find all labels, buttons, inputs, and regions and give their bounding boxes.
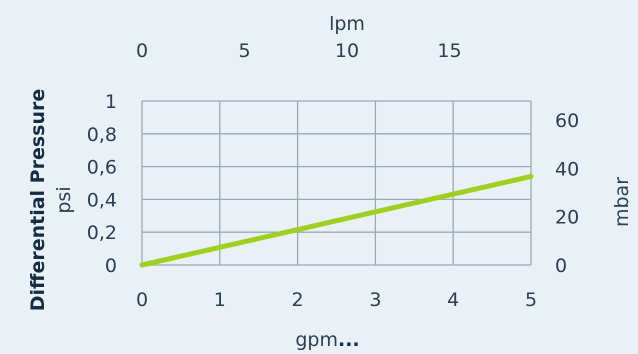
x-tick-label-4: 4 [447,289,459,311]
x-tick-label-0: 0 [136,289,148,311]
x-axis-label: gpm [295,329,338,351]
y-left-tick-label-2: 0,4 [87,189,117,211]
x-axis-label-suffix: ... [338,329,360,351]
x-tick-label-3: 3 [369,289,381,311]
y-right-tick-label-0: 0 [555,255,567,277]
top-axis-label: lpm [329,13,365,35]
y-left-tick-label-3: 0,6 [87,157,117,179]
series-line-0 [139,173,534,268]
top-tick-label-0: 0 [136,40,148,62]
y-right-tick-label-3: 60 [555,110,579,132]
top-tick-label-3: 15 [437,40,461,62]
top-tick-label-1: 5 [238,40,250,62]
series-layer [139,173,534,268]
y-right-tick-label-2: 40 [555,158,579,180]
grid-lines [141,100,532,266]
y-left-tick-label-4: 0,8 [87,124,117,146]
x-tick-label-5: 5 [525,289,537,311]
left-axis-unit-label: psi [53,186,75,213]
y-right-tick-label-1: 20 [555,207,579,229]
right-axis-unit-label: mbar [611,177,633,227]
top-tick-label-2: 10 [335,40,359,62]
chart-title: Differential Pressure [27,89,49,311]
x-tick-label-2: 2 [292,289,304,311]
x-tick-label-1: 1 [214,289,226,311]
y-left-tick-label-1: 0,2 [87,222,117,244]
y-left-tick-label-5: 1 [105,91,117,113]
y-left-tick-label-0: 0 [105,255,117,277]
